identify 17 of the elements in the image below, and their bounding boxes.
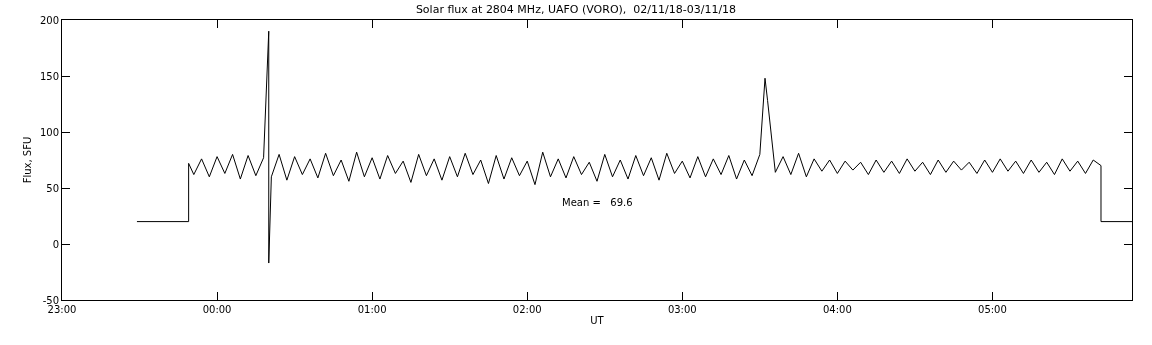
y-axis-title: Flux, SFU bbox=[21, 136, 33, 184]
x-tick-label: 00:00 bbox=[202, 304, 232, 315]
x-tick-label: 03:00 bbox=[667, 304, 697, 315]
y-tick-label: 50 bbox=[46, 182, 59, 194]
y-tick-label: 150 bbox=[39, 70, 59, 82]
y-tick-label: 100 bbox=[39, 126, 59, 138]
y-tick-label: -50 bbox=[42, 294, 59, 306]
x-tick-label: 05:00 bbox=[978, 304, 1007, 315]
annotation: Mean = 69.6 bbox=[562, 197, 633, 208]
x-axis-title: UT bbox=[590, 314, 605, 326]
x-tick-label: 01:00 bbox=[357, 304, 387, 315]
x-tick-label: 23:00 bbox=[47, 304, 77, 315]
chart-title: Solar flux at 2804 MHz, UAFO (VORO), 02/11/18-03/11/18 bbox=[415, 2, 737, 16]
x-tick-label: 02:00 bbox=[512, 304, 542, 315]
x-tick-label: 04:00 bbox=[822, 304, 852, 315]
y-tick-label: 0 bbox=[52, 238, 59, 250]
y-tick-label: 200 bbox=[39, 14, 59, 26]
